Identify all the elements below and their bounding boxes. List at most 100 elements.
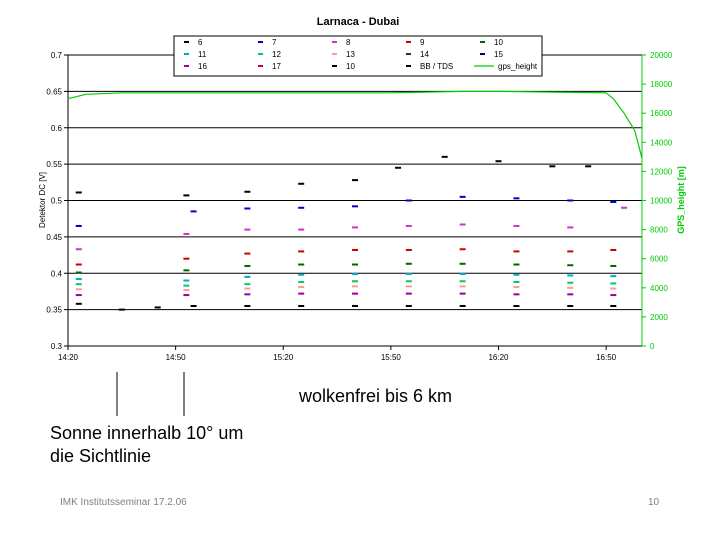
data-point bbox=[459, 304, 466, 307]
data-point bbox=[610, 264, 617, 267]
data-point bbox=[183, 269, 190, 272]
data-point bbox=[352, 179, 358, 182]
legend-swatch bbox=[258, 41, 263, 43]
series-12 bbox=[75, 280, 617, 287]
data-point bbox=[75, 278, 82, 281]
legend-swatch bbox=[406, 41, 411, 43]
data-point bbox=[567, 274, 574, 277]
data-point bbox=[549, 165, 556, 168]
data-point bbox=[610, 275, 617, 278]
callout-lines bbox=[116, 372, 185, 416]
data-point bbox=[183, 257, 190, 260]
data-point bbox=[75, 294, 82, 297]
data-point bbox=[459, 292, 466, 295]
data-marks bbox=[75, 155, 628, 311]
x-tick-label: 15:20 bbox=[273, 353, 294, 362]
x-tick-label: 14:50 bbox=[166, 353, 187, 362]
legend-label: 17 bbox=[272, 62, 281, 71]
y-tick-label: 0.7 bbox=[51, 51, 63, 60]
legend-label: 10 bbox=[346, 62, 355, 71]
legend-box bbox=[173, 35, 543, 77]
data-point bbox=[244, 283, 251, 286]
data-point bbox=[183, 284, 190, 287]
y-tick-label: 0.45 bbox=[46, 233, 62, 242]
series-10 bbox=[75, 262, 617, 274]
legend-label: 16 bbox=[198, 62, 207, 71]
clear-sky-note: wolkenfrei bis 6 km bbox=[299, 386, 453, 406]
data-point bbox=[75, 283, 82, 286]
series-16 bbox=[75, 292, 617, 297]
series-8 bbox=[75, 206, 628, 251]
y2-tick-label: 6000 bbox=[650, 255, 668, 264]
data-point bbox=[244, 287, 251, 290]
series-11 bbox=[75, 272, 617, 282]
data-point bbox=[567, 264, 574, 267]
data-point bbox=[495, 160, 502, 163]
data-point bbox=[610, 294, 617, 297]
y2-tick-label: 20000 bbox=[650, 51, 673, 60]
data-point bbox=[75, 302, 82, 305]
legend-swatch bbox=[258, 65, 263, 67]
legend-swatch bbox=[184, 53, 189, 55]
data-point bbox=[75, 191, 82, 194]
data-point bbox=[610, 304, 617, 307]
data-point bbox=[352, 292, 358, 295]
data-point bbox=[352, 304, 358, 307]
data-point bbox=[395, 166, 402, 169]
data-point bbox=[513, 304, 520, 307]
legend-label: gps_height bbox=[498, 62, 538, 71]
data-point bbox=[610, 200, 617, 203]
legend: 6 7 8 9 10 11 12 13 14 15 16 17 10 BB / TDS gps_height bbox=[173, 35, 543, 77]
chart-title: Larnaca - Dubai bbox=[317, 16, 400, 28]
x-tick-label: 14:20 bbox=[58, 353, 79, 362]
data-point bbox=[567, 199, 574, 202]
legend-swatch bbox=[332, 53, 337, 55]
data-point bbox=[298, 273, 305, 276]
y-tick-label: 0.5 bbox=[51, 197, 63, 206]
legend-label: 7 bbox=[272, 38, 277, 47]
data-point bbox=[352, 248, 358, 251]
footer-seminar: IMK Institutsseminar 17.2.06 bbox=[60, 497, 187, 508]
y2-tick-label: 0 bbox=[650, 342, 655, 351]
legend-swatch bbox=[332, 41, 337, 43]
legend-label: 10 bbox=[494, 38, 503, 47]
data-point bbox=[154, 306, 161, 309]
data-point bbox=[513, 197, 520, 200]
data-point bbox=[352, 263, 358, 266]
axes: 0.3 0.35 0.4 0.45 0.5 0.55 0.6 0.65 0.7 0 2000 4000… bbox=[46, 51, 672, 362]
y-tick-label: 0.35 bbox=[46, 306, 62, 315]
page-number: 10 bbox=[648, 497, 660, 508]
series-bb-tds bbox=[75, 302, 617, 311]
data-point bbox=[118, 308, 125, 311]
data-point bbox=[567, 281, 574, 284]
series-6 bbox=[75, 155, 592, 197]
data-point bbox=[621, 206, 628, 209]
data-point bbox=[352, 226, 358, 229]
data-point bbox=[298, 182, 305, 185]
data-point bbox=[513, 293, 520, 296]
data-point bbox=[585, 165, 592, 168]
data-point bbox=[610, 248, 617, 251]
legend-swatch bbox=[184, 41, 189, 43]
data-point bbox=[298, 280, 305, 283]
data-point bbox=[298, 304, 305, 307]
legend-label: 6 bbox=[198, 38, 203, 47]
data-point bbox=[513, 273, 520, 276]
data-point bbox=[75, 224, 82, 227]
data-point bbox=[352, 285, 358, 288]
legend-label: 13 bbox=[346, 50, 355, 59]
data-point bbox=[244, 275, 251, 278]
legend-swatch bbox=[406, 53, 411, 55]
data-point bbox=[405, 304, 412, 307]
data-point bbox=[75, 288, 82, 291]
data-point bbox=[459, 272, 466, 275]
data-point bbox=[610, 282, 617, 285]
data-point bbox=[75, 248, 82, 251]
data-point bbox=[183, 194, 190, 197]
data-point bbox=[567, 226, 574, 229]
legend-label: 12 bbox=[272, 50, 281, 59]
y-tick-label: 0.4 bbox=[51, 269, 63, 278]
series-9 bbox=[75, 248, 617, 266]
data-point bbox=[298, 206, 305, 209]
